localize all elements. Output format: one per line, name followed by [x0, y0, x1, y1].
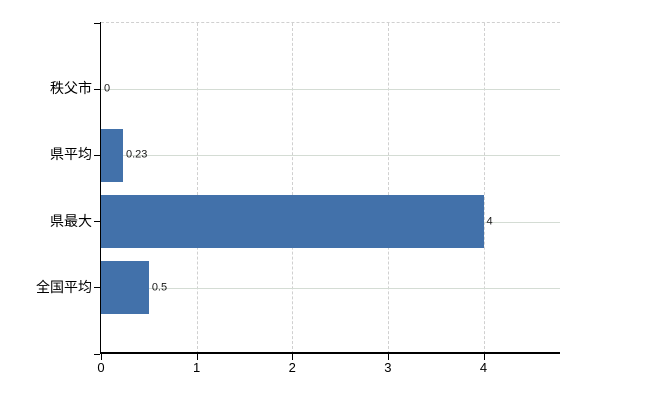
x-axis-tick — [196, 354, 198, 360]
plot-area: 0 1 2 3 4 0 0.23 4 0.5 — [94, 22, 560, 375]
y-axis-tick — [94, 287, 100, 289]
v-gridline — [387, 23, 389, 354]
bar — [101, 261, 149, 315]
y-axis-tick — [94, 22, 100, 24]
bar-value-label: 0 — [104, 82, 111, 95]
y-axis-tick — [94, 88, 100, 90]
bar — [101, 128, 123, 182]
bar-value-label: 4 — [486, 215, 493, 228]
category-label: 秩父市 — [50, 80, 92, 97]
h-gridline — [101, 287, 560, 289]
h-gridline — [101, 89, 560, 91]
category-label: 県平均 — [50, 146, 92, 163]
category-label: 県最大 — [50, 212, 92, 229]
bar-value-label: 0.23 — [125, 148, 148, 161]
y-axis-tick — [94, 353, 100, 355]
x-tick-label: 0 — [97, 360, 105, 375]
v-gridline — [196, 23, 198, 354]
x-axis-line — [99, 352, 560, 354]
h-gridline — [101, 155, 560, 157]
bar-value-label: 0.5 — [151, 281, 168, 294]
x-tick-label: 3 — [384, 360, 392, 375]
v-gridline — [483, 23, 485, 354]
x-axis-tick — [387, 354, 389, 360]
x-axis-tick — [483, 354, 485, 360]
y-axis-tick — [94, 154, 100, 156]
y-axis-tick — [94, 221, 100, 223]
y-axis-line — [99, 22, 101, 354]
x-tick-label: 2 — [288, 360, 296, 375]
x-axis-tick — [101, 354, 102, 360]
bar — [101, 195, 484, 249]
x-tick-label: 1 — [193, 360, 201, 375]
x-axis-tick — [292, 354, 294, 360]
v-gridline — [292, 23, 294, 354]
category-label: 全国平均 — [36, 278, 92, 295]
x-tick-label: 4 — [479, 360, 488, 375]
